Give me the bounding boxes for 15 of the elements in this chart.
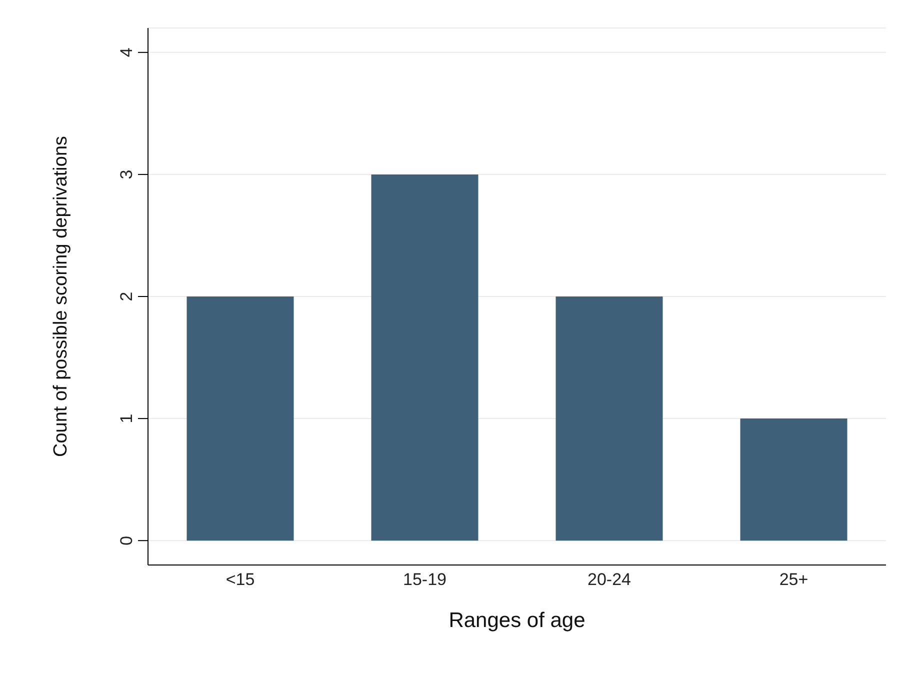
x-tick-label: 20-24 [588, 570, 631, 590]
x-tick-label: 15-19 [403, 570, 446, 590]
y-tick-label: 0 [117, 536, 136, 546]
bar [740, 418, 848, 541]
bar [556, 296, 663, 541]
x-tick-label: 25+ [779, 570, 808, 590]
bar [186, 296, 294, 541]
y-axis-title: Count of possible scoring deprivations [50, 136, 72, 458]
y-tick-label: 1 [117, 414, 136, 424]
x-axis-title: Ranges of age [448, 609, 586, 632]
y-tick-label: 3 [117, 170, 136, 180]
bar [371, 174, 478, 541]
x-tick-label: <15 [226, 570, 255, 590]
y-tick-label: 4 [117, 48, 136, 58]
y-tick-label: 2 [117, 292, 136, 302]
